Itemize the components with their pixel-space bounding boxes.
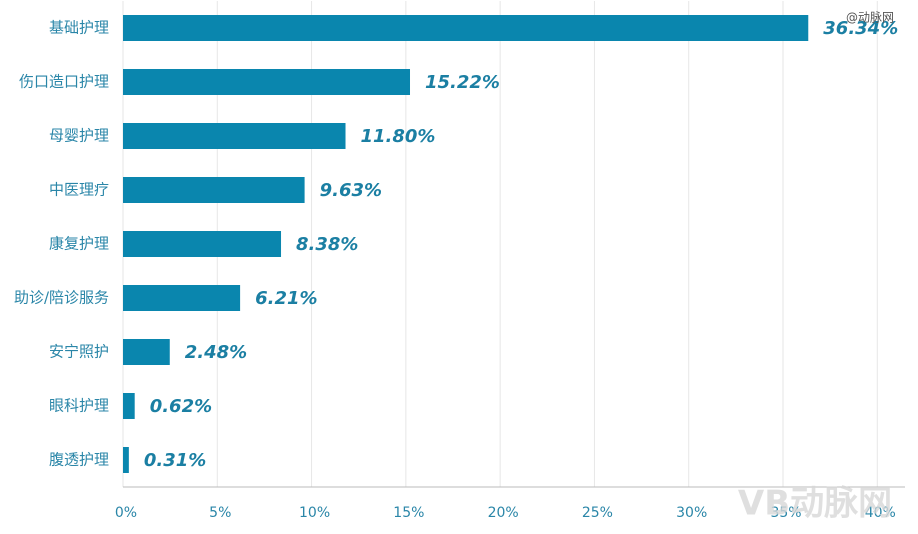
- value-label: 8.38%: [296, 234, 358, 255]
- x-tick-label: 25%: [582, 505, 613, 521]
- bar: [123, 177, 305, 203]
- y-tick-label: 安宁照护: [49, 343, 109, 361]
- value-label: 2.48%: [185, 342, 247, 363]
- y-tick-label: 助诊/陪诊服务: [14, 289, 109, 307]
- y-tick-label: 腹透护理: [49, 451, 109, 469]
- x-tick-label: 15%: [393, 505, 424, 521]
- bar: [123, 339, 170, 365]
- bar: [123, 447, 129, 473]
- y-tick-label: 眼科护理: [49, 397, 109, 415]
- value-label: 9.63%: [320, 180, 382, 201]
- bar: [123, 123, 346, 149]
- x-tick-label: 20%: [488, 505, 519, 521]
- bar: [123, 69, 411, 95]
- watermark: @动脉网: [846, 10, 894, 25]
- y-tick-label: 基础护理: [49, 19, 109, 37]
- y-tick-label: 康复护理: [49, 235, 109, 253]
- x-tick-label: 30%: [676, 505, 707, 521]
- bar: [123, 285, 241, 311]
- value-label: 0.62%: [150, 396, 212, 417]
- x-tick-label: 40%: [865, 505, 896, 521]
- y-tick-label: 母婴护理: [49, 127, 109, 145]
- bar: [123, 393, 135, 419]
- value-label: 36.34%: [823, 18, 898, 39]
- value-label: 15.22%: [425, 72, 500, 93]
- value-label: 0.31%: [144, 450, 206, 471]
- x-tick-label: 35%: [770, 505, 801, 521]
- x-tick-label: 10%: [299, 505, 330, 521]
- x-tick-label: 0%: [115, 505, 137, 521]
- watermark-logo: VB动脉网: [738, 484, 892, 524]
- x-tick-label: 5%: [209, 505, 231, 521]
- y-tick-label: 中医理疗: [49, 181, 109, 199]
- value-label: 6.21%: [255, 288, 317, 309]
- y-tick-label: 伤口造口护理: [19, 73, 109, 91]
- bar: [123, 15, 809, 41]
- bar: [123, 231, 282, 257]
- value-label: 11.80%: [361, 126, 436, 147]
